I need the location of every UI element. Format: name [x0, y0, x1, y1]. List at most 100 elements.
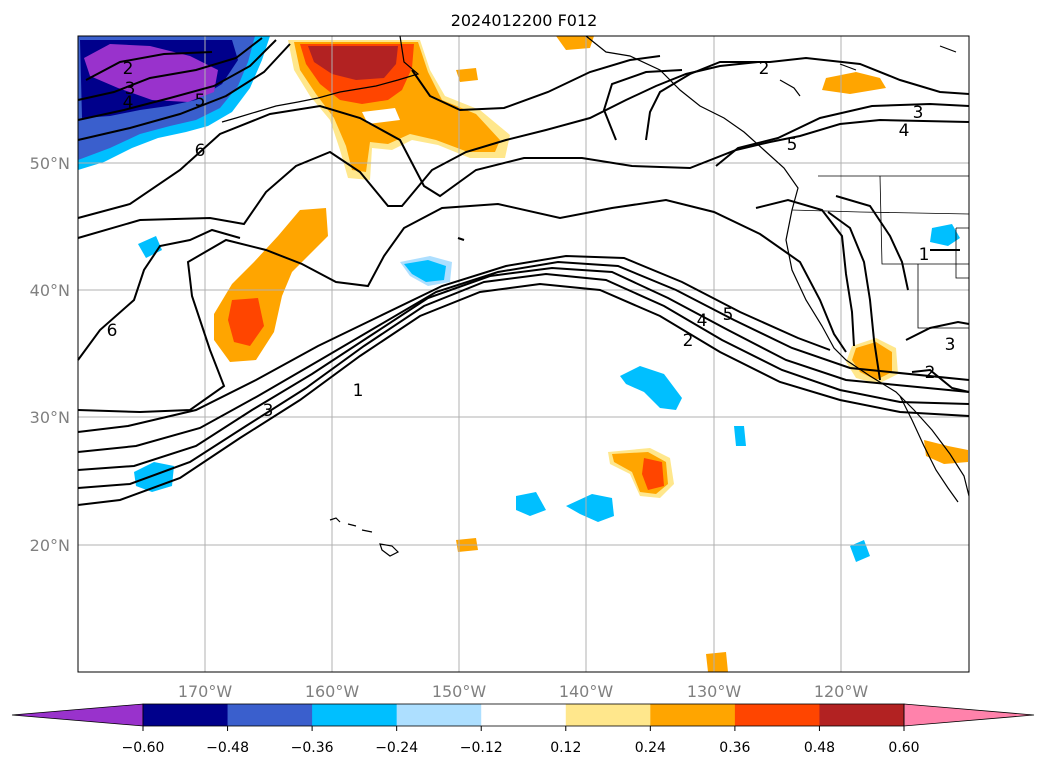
- lon-label-140w: 140°W: [559, 682, 614, 701]
- contour-label: 2: [759, 59, 770, 79]
- gridlines: [78, 36, 969, 672]
- coast-baja: [899, 395, 959, 503]
- contour-2b: [602, 69, 683, 141]
- lat-labels: 50°N 40°N 30°N 20°N: [30, 154, 70, 555]
- map-panel: 2 3 4 5 6 6 3 1 2 4 5 2 3 4 5 1 3 2: [77, 35, 970, 673]
- pos-blob-mid-red: [642, 458, 664, 490]
- lat-label-20n: 20°N: [30, 536, 70, 555]
- map-title: 2024012200 F012: [451, 11, 598, 30]
- colorbar-tick-label: −0.48: [206, 740, 249, 756]
- contour-nw-1: [77, 37, 263, 101]
- contour-label: 1: [353, 381, 364, 401]
- contour-3: [77, 266, 970, 471]
- contour-label: 4: [899, 121, 910, 141]
- contour-6b: [77, 228, 241, 361]
- contour-inland-5: [905, 320, 970, 393]
- contour-inland-2: [827, 211, 881, 381]
- state-borders: [879, 175, 969, 265]
- colorbar-segment: [734, 704, 820, 726]
- map-frame: [77, 35, 970, 673]
- colorbar-tick-label: −0.60: [122, 740, 165, 756]
- colorbar-segment: [396, 704, 482, 726]
- contour-label: 4: [123, 93, 134, 113]
- colorbar-ticks: −0.60 −0.48 −0.36 −0.24 −0.12 0.12 0.24 0.36 0.4…: [122, 726, 920, 756]
- contour-label: 6: [107, 321, 118, 341]
- contour-label: 3: [913, 103, 924, 123]
- colorbar-extend-high: [903, 703, 1035, 727]
- lon-label-120w: 120°W: [814, 682, 869, 701]
- contour-labels: 2 3 4 5 6 6 3 1 2 4 5 2 3 4 5 1 3 2: [107, 59, 956, 421]
- lon-label-130w: 130°W: [687, 682, 742, 701]
- colorbar-segment: [565, 704, 651, 726]
- contour-1: [77, 282, 970, 506]
- neg-blob-7: [516, 492, 546, 516]
- colorbar-tick-label: 0.36: [719, 740, 750, 756]
- neg-blob-3: [620, 366, 682, 410]
- coast-islands: [779, 45, 957, 97]
- neg-blob-5: [930, 224, 960, 246]
- state-borders-3: [955, 227, 969, 279]
- colorbar-tick-label: −0.24: [375, 740, 418, 756]
- neg-region-nw-purple: [84, 44, 218, 102]
- colorbar-segment: [481, 704, 567, 726]
- contour-label: 5: [723, 305, 734, 325]
- coast-islet: [457, 237, 465, 241]
- contour-lines: [77, 37, 970, 506]
- contour-label: 1: [919, 245, 930, 265]
- pos-blob-south: [706, 652, 728, 672]
- colorbar-segment: [227, 704, 313, 726]
- colorbar-extend-low: [11, 703, 144, 727]
- contour-inland-3: [835, 195, 909, 291]
- contour-5b: [77, 61, 759, 239]
- pos-blob-canada: [822, 72, 886, 94]
- contour-label: 2: [123, 59, 134, 79]
- lon-label-160w: 160°W: [305, 682, 360, 701]
- coast-hawaii: [329, 517, 400, 557]
- contour-4b: [77, 104, 970, 219]
- contour-inland-1: [755, 198, 855, 347]
- colorbar-segment: [312, 704, 398, 726]
- contour-label: 3: [945, 335, 956, 355]
- lat-label-40n: 40°N: [30, 281, 70, 300]
- colorbar-segment: [819, 704, 905, 726]
- colorbar-frame: [142, 703, 905, 727]
- coast-na-west: [585, 35, 970, 497]
- neg-blob-2: [404, 260, 446, 282]
- lat-label-30n: 30°N: [30, 408, 70, 427]
- gulf-hole: [362, 108, 400, 124]
- contour-label: 3: [263, 401, 274, 421]
- contour-nw-3: [77, 43, 291, 141]
- colorbar-tick-label: −0.36: [291, 740, 334, 756]
- state-borders-2: [917, 264, 969, 329]
- colorbar-tick-label: 0.12: [550, 740, 581, 756]
- contour-nw-4: [85, 51, 213, 81]
- lon-label-150w: 150°W: [432, 682, 487, 701]
- colorbar-segment: [650, 704, 736, 726]
- contour-3b: [715, 102, 970, 167]
- contour-label: 5: [195, 91, 206, 111]
- coastlines: [221, 35, 970, 557]
- coast-alaska: [221, 35, 420, 123]
- border-us-canada-part: [791, 209, 970, 215]
- pos-region-gulf-darkred: [308, 46, 398, 80]
- colorbar-tick-label: −0.12: [460, 740, 503, 756]
- colorbar-tick-label: 0.48: [804, 740, 835, 756]
- lon-label-170w: 170°W: [178, 682, 233, 701]
- colorbar-tick-label: 0.24: [635, 740, 666, 756]
- contour-label: 5: [787, 135, 798, 155]
- pos-blob-north: [556, 36, 594, 50]
- contour-label: 4: [697, 311, 708, 331]
- colorbar-segments: [11, 703, 1035, 727]
- lat-label-50n: 50°N: [30, 154, 70, 173]
- neg-blob-4: [734, 426, 746, 446]
- contour-nw-2: [77, 39, 277, 121]
- contour-label: 3: [125, 79, 136, 99]
- contour-4: [77, 260, 970, 453]
- contour-label: 2: [683, 331, 694, 351]
- colorbar: −0.60 −0.48 −0.36 −0.24 −0.12 0.12 0.24 0.36 0.4…: [11, 703, 1035, 756]
- lon-labels: 170°W 160°W 150°W 140°W 130°W 120°W: [178, 682, 869, 701]
- colorbar-segment: [143, 704, 229, 726]
- neg-blob-8: [566, 494, 614, 522]
- pos-region-central-red: [228, 298, 264, 346]
